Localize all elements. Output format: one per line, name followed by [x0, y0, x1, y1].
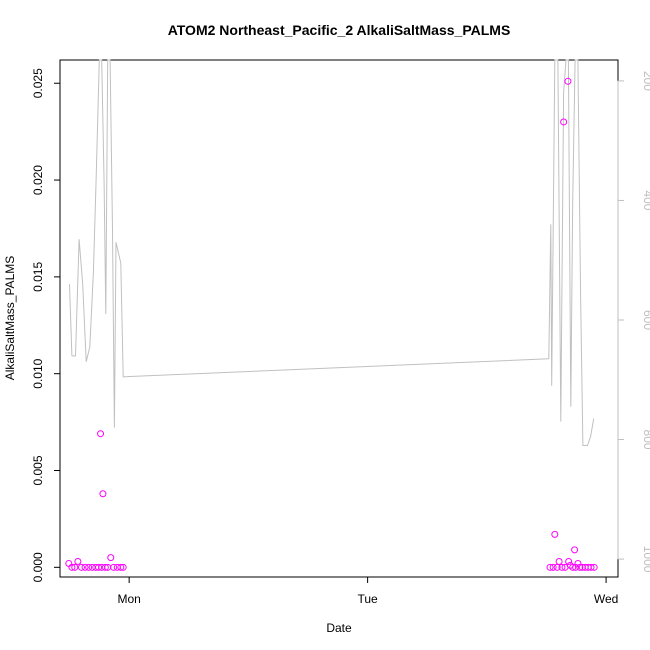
y-tick-label: 0.010: [31, 358, 45, 388]
x-tick-label: Wed: [594, 592, 618, 606]
data-point: [97, 430, 105, 438]
y-axis-right: 200 400 600 800 1000: [617, 71, 650, 573]
data-point: [77, 563, 85, 571]
y-axis-left: 0.000 0.005 0.010 0.015 0.020 0.025: [31, 68, 61, 582]
data-point: [74, 558, 82, 566]
data-point: [81, 563, 89, 571]
y-axis-label: AlkaliSaltMass_PALMS: [3, 256, 17, 381]
data-point: [119, 563, 127, 571]
x-tick-label: Tue: [357, 592, 378, 606]
y2-tick-label: 400: [641, 190, 650, 210]
y-tick-label: 0.020: [31, 165, 45, 195]
data-point: [590, 563, 598, 571]
data-point: [560, 118, 568, 126]
data-point: [587, 563, 595, 571]
y-tick-label: 0.015: [31, 262, 45, 292]
data-point: [99, 490, 107, 498]
y-tick-label: 0.005: [31, 455, 45, 485]
x-axis-label: Date: [326, 621, 352, 635]
plot-frame: [59, 59, 619, 578]
data-point: [565, 558, 573, 566]
data-point: [65, 559, 73, 567]
x-tick-label: Mon: [117, 592, 140, 606]
y-tick-label: 0.025: [31, 68, 45, 98]
data-point: [117, 563, 125, 571]
y2-tick-label: 600: [641, 310, 650, 330]
y2-tick-label: 1000: [641, 546, 650, 573]
y2-tick-label: 200: [641, 71, 650, 91]
y2-tick-label: 800: [641, 430, 650, 450]
data-point: [558, 563, 566, 571]
data-points: [65, 77, 598, 571]
depth-line: [69, 59, 595, 446]
data-point: [572, 563, 580, 571]
data-point: [555, 558, 563, 566]
data-point: [107, 554, 115, 562]
x-axis: Mon Tue Wed: [117, 576, 618, 606]
data-point: [564, 77, 572, 85]
data-point: [549, 563, 557, 571]
data-point: [68, 563, 76, 571]
chart-title: ATOM2 Northeast_Pacific_2 AlkaliSaltMass…: [168, 22, 511, 38]
data-point: [110, 563, 118, 571]
data-point: [571, 546, 579, 554]
data-point: [569, 563, 577, 571]
data-point: [71, 563, 79, 571]
data-point: [85, 563, 93, 571]
data-point: [551, 530, 559, 538]
y-tick-label: 0.000: [31, 552, 45, 582]
data-point: [546, 563, 554, 571]
data-point: [95, 563, 103, 571]
depth-line-layer: [69, 59, 595, 446]
data-point: [101, 563, 109, 571]
data-point: [574, 559, 582, 567]
data-point: [576, 563, 584, 571]
